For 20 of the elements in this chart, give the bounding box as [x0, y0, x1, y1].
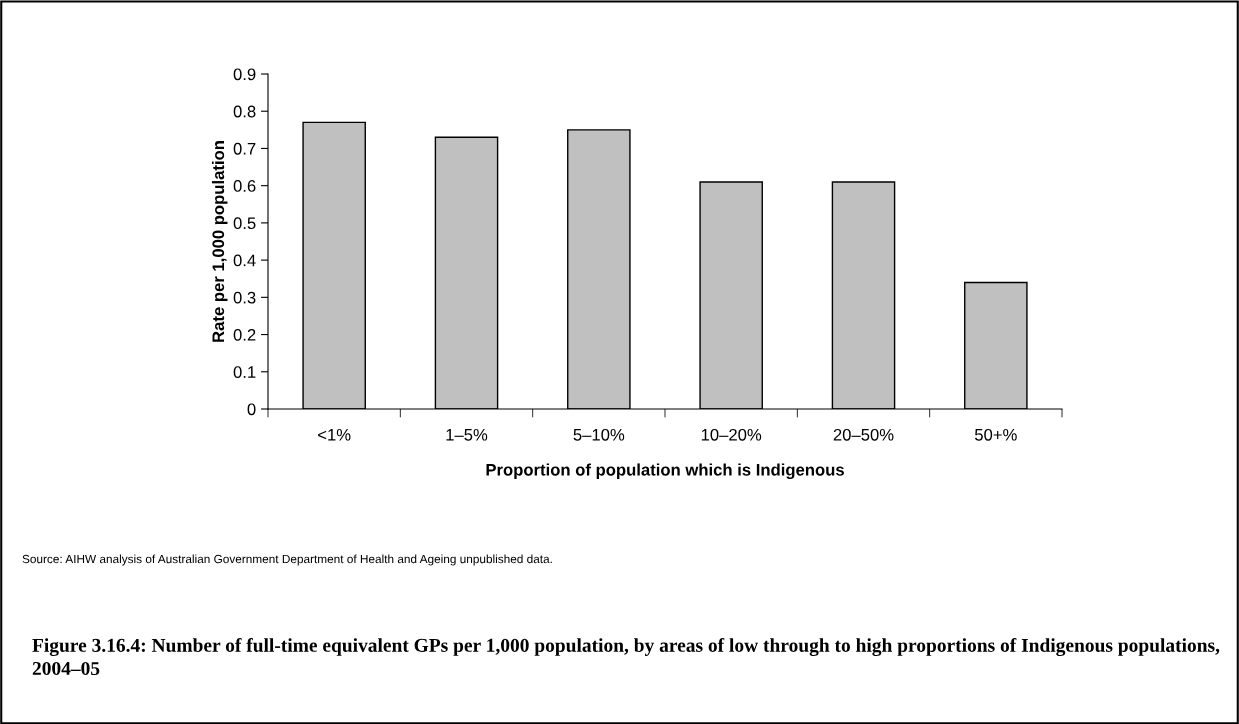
x-tick-label: 1–5%: [446, 428, 488, 441]
x-tick-label: 50+%: [974, 428, 1017, 441]
x-tick-label: 20–50%: [833, 428, 894, 441]
y-tick-label: 0.1: [233, 366, 256, 378]
y-tick-label: 0.3: [233, 291, 256, 304]
y-tick-label: 0.4: [233, 254, 256, 267]
y-tick-label: 0: [247, 403, 256, 416]
x-axis-title: Proportion of population which is Indigenous: [486, 463, 844, 480]
x-tick-label: 5–10%: [573, 428, 625, 441]
text: Figure 3.16.4: Number of full-time equivalent GPs per 1,000 population, by areas of low through to high proportions of Indigenous populations, 2004–05: [32, 638, 1220, 676]
y-axis-title: Rate per 1,000 population: [211, 141, 228, 342]
y-tick-label: 0.5: [233, 217, 256, 230]
y-tick-label: 0.8: [233, 105, 256, 118]
y-tick-label: 0.9: [233, 68, 256, 81]
x-tick-label: 10–20%: [701, 428, 762, 441]
y-tick-label: 0.2: [233, 328, 256, 341]
y-tick-label: 0.7: [233, 142, 256, 155]
source-note: Source: AIHW analysis of Australian Government Department of Health and Ageing unpublished data.: [22, 554, 552, 566]
x-tick-label: <1%: [318, 428, 351, 441]
y-tick-label: 0.6: [233, 180, 256, 192]
